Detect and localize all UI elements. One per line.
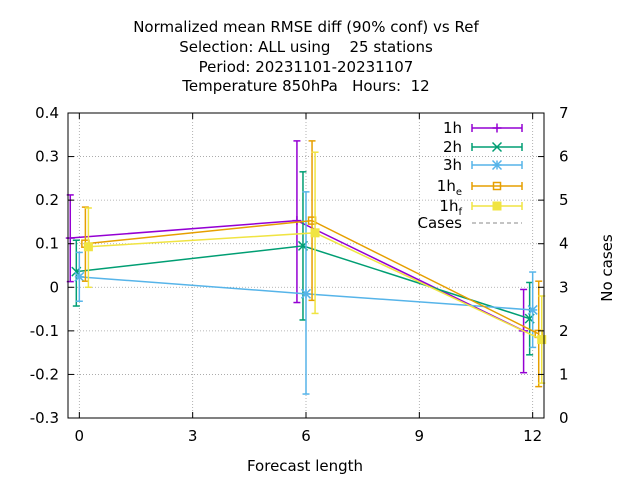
legend-item-3: 3h (443, 156, 523, 174)
marker-stroke (300, 288, 312, 299)
marker-stroke (491, 159, 503, 171)
title-line-1: Normalized mean RMSE diff (90% conf) vs … (133, 18, 479, 36)
y-tick-label: -0.3 (30, 409, 59, 427)
legend-item-2: 2h (443, 138, 523, 156)
marker-box-filled (537, 335, 547, 345)
y2-tick-label: 4 (559, 235, 569, 253)
series-layer (65, 140, 547, 395)
title-line-3: Period: 20231101-20231107 (199, 58, 414, 76)
x-tick-label: 6 (301, 427, 311, 445)
legend-label: 2h (443, 138, 462, 156)
marker-box-filled (83, 242, 93, 252)
title-line-2: Selection: ALL using 25 stations (179, 38, 433, 56)
x-tick-label: 0 (75, 427, 85, 445)
legend-label: 3h (443, 156, 462, 174)
marker-stroke (74, 271, 85, 282)
y2-tick-label: 1 (559, 365, 569, 383)
legend-label: 1hf (439, 197, 462, 218)
legend-item-1: 1h (443, 119, 523, 137)
y2-tick-label: 5 (559, 191, 569, 209)
series-5 (83, 151, 547, 384)
legend-label: 1he (437, 177, 462, 198)
x-axis-label: Forecast length (247, 457, 363, 475)
y2-tick-label: 6 (559, 148, 569, 166)
y2-tick-label: 0 (559, 409, 569, 427)
legend-label: Cases (417, 214, 462, 232)
y-tick-label: -0.1 (30, 322, 59, 340)
chart-title: Normalized mean RMSE diff (90% conf) vs … (133, 18, 479, 95)
marker-stroke (527, 304, 538, 315)
legend-item-4: 1he (437, 177, 523, 198)
x-tick-label: 3 (188, 427, 198, 445)
title-line-4: Temperature 850hPa Hours: 12 (181, 77, 429, 95)
y2-tick-label: 3 (559, 278, 569, 296)
marker-box-filled (310, 228, 320, 238)
y2-axis-label: No cases (598, 234, 616, 302)
marker-box-filled (492, 201, 502, 211)
legend-item-6: Cases (417, 214, 522, 232)
y-tick-label: -0.2 (30, 365, 59, 383)
marker-stroke (491, 141, 503, 153)
y-tick-label: 0.4 (35, 104, 59, 122)
y2-tick-label: 2 (559, 322, 569, 340)
y-tick-label: 0.3 (35, 148, 59, 166)
marker-box (492, 181, 502, 191)
legend-item-5: 1hf (439, 197, 523, 218)
series-4 (81, 140, 543, 388)
legend-subscript: e (456, 187, 462, 198)
legend-subscript: f (458, 207, 462, 218)
y-tick-label: 0.2 (35, 191, 59, 209)
y2-tick-label: 7 (559, 104, 569, 122)
x-tick-label: 12 (523, 427, 542, 445)
legend-label: 1h (443, 119, 462, 137)
y-tick-label: 0.1 (35, 235, 59, 253)
x-tick-label: 9 (415, 427, 425, 445)
series-2 (71, 171, 535, 356)
y-tick-label: 0 (49, 278, 59, 296)
series-1 (65, 140, 529, 374)
series-3 (74, 191, 538, 395)
